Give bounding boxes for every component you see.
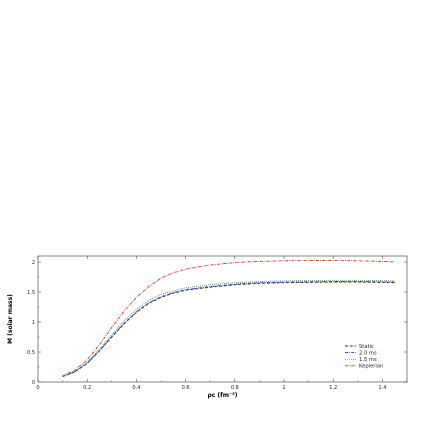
- x-tick-label: 1.2: [329, 385, 337, 391]
- legend-label: Keplerian: [359, 364, 383, 370]
- series-line-keplerian: [62, 260, 395, 377]
- axes: 0 0.2 0.4 0.6 0.8 1 1.2 1.4 0 0.5 1 1.5 2: [27, 255, 408, 391]
- plot-frame: [37, 255, 408, 383]
- x-tick-label: 0: [36, 385, 39, 391]
- series-lines: [62, 260, 395, 378]
- x-axis-title: ρc (fm⁻³): [207, 392, 237, 399]
- legend-label: 1.5 ms: [359, 357, 377, 363]
- x-tick-label: 0.6: [182, 385, 190, 391]
- x-tick-label: 0.8: [231, 385, 239, 391]
- x-tick-label: 0.2: [83, 385, 91, 391]
- y-axis-title: M (solar mass): [7, 294, 14, 344]
- series-line-static: [62, 281, 395, 378]
- y-tick-label: 1: [32, 320, 35, 326]
- y-tick-label: 0: [32, 380, 35, 386]
- y-tick-label: 0.5: [27, 350, 35, 356]
- x-tick-label: 1: [282, 385, 285, 391]
- y-tick-label: 2: [32, 260, 35, 266]
- legend-label: 2.0 ms: [359, 350, 377, 356]
- x-tick-label: 1.4: [378, 385, 386, 391]
- legend-label: Static: [359, 344, 374, 350]
- series-line-2-0-ms: [62, 281, 395, 378]
- x-tick-label: 0.4: [132, 385, 140, 391]
- series-line-1-5-ms: [62, 279, 395, 378]
- y-tick-label: 1.5: [27, 290, 35, 296]
